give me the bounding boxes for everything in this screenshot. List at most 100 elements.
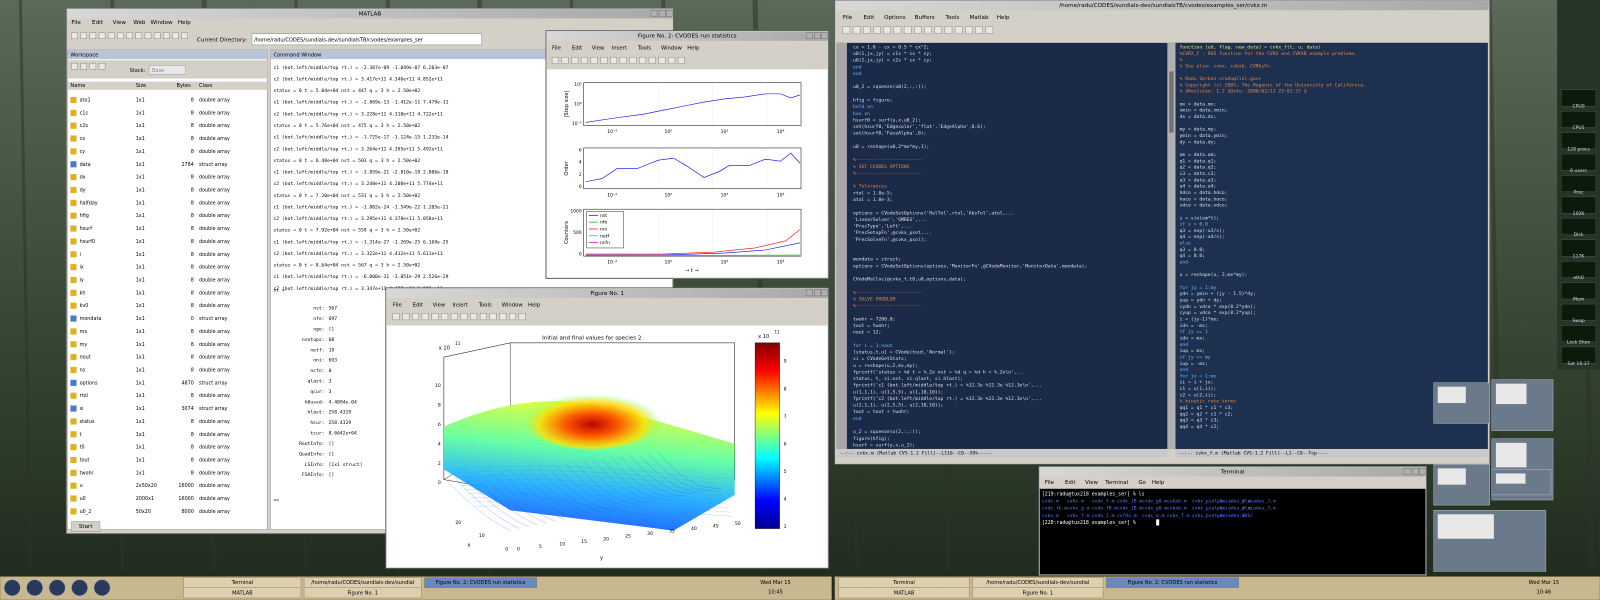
- toolbar-button[interactable]: [609, 56, 618, 64]
- toolbar-button[interactable]: [893, 26, 902, 34]
- window-button[interactable]: [1412, 468, 1419, 475]
- menu-item[interactable]: File: [552, 45, 561, 51]
- toolbar-button[interactable]: [677, 56, 685, 64]
- menu-item[interactable]: Help: [997, 15, 1010, 21]
- toolbar-button[interactable]: [629, 56, 637, 64]
- toolbar-button[interactable]: [98, 63, 106, 70]
- toolbar-button[interactable]: [71, 32, 78, 39]
- menu-item[interactable]: View: [1085, 480, 1098, 486]
- toolbar-button[interactable]: [639, 56, 647, 64]
- launcher-icon[interactable]: [93, 579, 111, 597]
- menu-item[interactable]: Insert: [612, 45, 627, 51]
- menu-item[interactable]: View: [433, 303, 446, 309]
- window-button[interactable]: [1403, 468, 1411, 475]
- toolbar-button[interactable]: [181, 32, 188, 39]
- toolbar-button[interactable]: [89, 32, 97, 39]
- toolbar-button[interactable]: [600, 56, 608, 64]
- menu-item[interactable]: Window: [151, 20, 174, 26]
- toolbar-button[interactable]: [489, 313, 497, 321]
- toolbar-button[interactable]: [421, 313, 429, 321]
- toolbar-button[interactable]: [172, 32, 179, 39]
- toolbar-button[interactable]: [965, 26, 973, 34]
- menu-item[interactable]: Go: [1138, 480, 1145, 486]
- window-button[interactable]: [805, 289, 813, 297]
- menu-item[interactable]: Help: [687, 45, 700, 51]
- menu-item[interactable]: Edit: [572, 45, 582, 51]
- toolbar-button[interactable]: [561, 56, 569, 64]
- toolbar-button[interactable]: [863, 26, 871, 34]
- toolbar-button[interactable]: [914, 26, 922, 34]
- launcher-icon[interactable]: [26, 579, 44, 597]
- menu-item[interactable]: Window: [661, 45, 683, 51]
- toolbar-button[interactable]: [571, 56, 579, 64]
- toolbar-button[interactable]: [954, 26, 963, 34]
- window-button[interactable]: [650, 9, 658, 17]
- toolbar-button[interactable]: [107, 32, 115, 39]
- toolbar-button[interactable]: [441, 313, 449, 321]
- toolbar-button[interactable]: [934, 26, 943, 34]
- toolbar-button[interactable]: [518, 313, 526, 321]
- window-button[interactable]: [666, 9, 673, 17]
- toolbar-button[interactable]: [144, 32, 152, 39]
- toolbar-button[interactable]: [852, 26, 861, 34]
- toolbar-button[interactable]: [499, 313, 507, 321]
- menu-item[interactable]: File: [71, 20, 81, 26]
- menu-item[interactable]: File: [1045, 480, 1055, 486]
- toolbar-button[interactable]: [508, 313, 517, 321]
- toolbar-button[interactable]: [883, 26, 892, 34]
- window-button[interactable]: [821, 32, 828, 39]
- task-button[interactable]: [838, 587, 970, 599]
- toolbar-button[interactable]: [479, 313, 487, 321]
- task-button[interactable]: [972, 587, 1104, 599]
- toolbar-button[interactable]: [412, 313, 420, 321]
- menu-item[interactable]: Window: [502, 303, 524, 309]
- window-button[interactable]: [821, 289, 828, 297]
- window-button[interactable]: [814, 289, 821, 297]
- menu-item[interactable]: Insert: [452, 303, 467, 309]
- menu-item[interactable]: Buffers: [915, 15, 935, 21]
- toolbar-button[interactable]: [71, 63, 78, 70]
- directory-field[interactable]: [251, 33, 482, 46]
- stack-select[interactable]: [148, 65, 186, 75]
- toolbar-button[interactable]: [903, 26, 912, 34]
- menu-item[interactable]: Help: [1152, 480, 1165, 486]
- menu-item[interactable]: Options: [884, 15, 906, 21]
- toolbar-button[interactable]: [80, 32, 87, 39]
- task-button[interactable]: [303, 587, 422, 599]
- menu-item[interactable]: Edit: [413, 303, 423, 309]
- toolbar-button[interactable]: [470, 313, 478, 321]
- toolbar-button[interactable]: [392, 313, 400, 321]
- window-button[interactable]: [1419, 468, 1426, 475]
- toolbar-button[interactable]: [658, 56, 666, 64]
- toolbar-button[interactable]: [580, 56, 588, 64]
- toolbar-button[interactable]: [924, 26, 932, 34]
- menu-item[interactable]: Help: [178, 20, 191, 26]
- toolbar-button[interactable]: [450, 313, 458, 321]
- toolbar-button[interactable]: [551, 56, 559, 64]
- menu-item[interactable]: Terminal: [1104, 480, 1128, 486]
- toolbar-button[interactable]: [842, 26, 851, 34]
- toolbar-button[interactable]: [431, 313, 439, 321]
- toolbar-button[interactable]: [126, 32, 133, 39]
- toolbar-button[interactable]: [460, 313, 468, 321]
- toolbar-button[interactable]: [80, 63, 87, 70]
- toolbar-button[interactable]: [668, 56, 676, 64]
- menu-item[interactable]: Tools: [478, 303, 492, 309]
- launcher-icon[interactable]: [48, 579, 66, 597]
- toolbar-button[interactable]: [98, 32, 106, 39]
- window-button[interactable]: [814, 32, 821, 39]
- toolbar-button[interactable]: [944, 26, 953, 34]
- task-button[interactable]: [1105, 577, 1239, 588]
- menu-item[interactable]: Tools: [945, 15, 960, 21]
- task-button[interactable]: [183, 587, 302, 599]
- menu-item[interactable]: File: [843, 15, 853, 21]
- launcher-icon[interactable]: [71, 579, 89, 597]
- menu-item[interactable]: Edit: [92, 20, 104, 26]
- toolbar-button[interactable]: [135, 32, 143, 39]
- menu-item[interactable]: Tools: [637, 45, 651, 51]
- menu-item[interactable]: View: [592, 45, 605, 51]
- toolbar-button[interactable]: [648, 56, 656, 64]
- toolbar-button[interactable]: [873, 26, 881, 34]
- window-button[interactable]: [658, 9, 666, 17]
- toolbar-button[interactable]: [975, 26, 983, 34]
